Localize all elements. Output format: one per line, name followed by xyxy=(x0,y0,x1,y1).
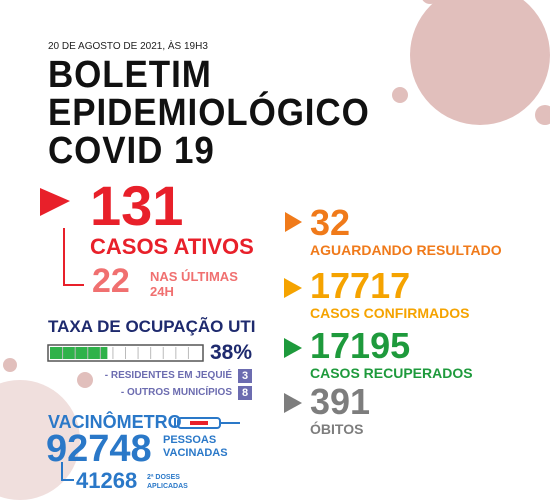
active-label: CASOS ATIVOS xyxy=(90,234,254,259)
stat-value: 391 xyxy=(310,381,371,422)
stat-value: 17195 xyxy=(310,325,411,366)
second-doses-label: 2ª DOSES xyxy=(147,474,180,481)
vaccinated: 92748 xyxy=(46,428,152,470)
vaccinated-label: PESSOAS xyxy=(163,434,217,446)
vaccine-title: VACINÔMETRO xyxy=(48,412,182,432)
uti-percent: 38% xyxy=(210,341,253,364)
stat-label: CASOS RECUPERADOS xyxy=(310,365,473,381)
uti-row-label: - OUTROS MUNICÍPIOS xyxy=(120,387,232,398)
stat-label: AGUARDANDO RESULTADO xyxy=(310,242,502,258)
uti-row-value: 8 xyxy=(238,386,252,400)
title: COVID 19 xyxy=(48,130,215,172)
last24-value: 22 xyxy=(92,262,130,300)
uti-row-label: - RESIDENTES EM JEQUIÉ xyxy=(104,370,232,381)
stat-label: ÓBITOS xyxy=(310,421,364,437)
last24-label: 24H xyxy=(150,284,174,299)
second-doses-label: APLICADAS xyxy=(147,483,188,490)
stat-value: 32 xyxy=(310,202,351,243)
date: 20 DE AGOSTO DE 2021, ÀS 19H3 xyxy=(48,41,208,52)
uti-row-value: 3 xyxy=(238,369,252,383)
second-doses: 41268 xyxy=(76,468,138,493)
stat-label: CASOS CONFIRMADOS xyxy=(310,305,470,321)
last24-label: NAS ÚLTIMAS xyxy=(150,269,238,284)
title: BOLETIM xyxy=(48,54,212,96)
vaccinated-label: VACINADAS xyxy=(163,447,228,459)
stat-value: 17717 xyxy=(310,265,411,306)
occupancy-bar xyxy=(50,347,108,359)
active-value: 131 xyxy=(90,174,184,237)
uti-title: TAXA DE OCUPAÇÃO UTI xyxy=(48,317,256,336)
title: EPIDEMIOLÓGICO xyxy=(48,92,370,134)
